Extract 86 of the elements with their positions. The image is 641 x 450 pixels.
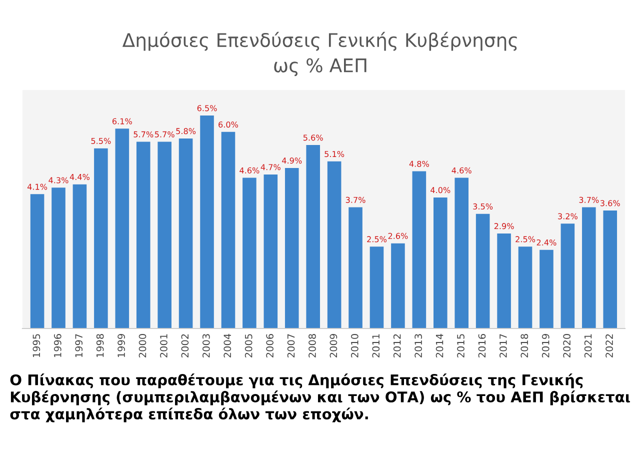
text: Ο Πίνακας που παραθέτουμε για τις Δημόσιες Επενδύσεις της Γενικής Κυβέρνησης (συμπεριλαμβανομένων και των ΟΤΑ) ως % του ΑΕΠ βρίσκεται στα χαμηλότερα επίπεδα όλων των εποχών. [10,374,630,422]
bar [518,246,532,328]
data-label: 4.7% [260,164,280,170]
data-label: 4.6% [452,167,472,174]
x-tick-label: 1996 [54,334,62,358]
x-tick-label: 2015 [457,334,464,358]
x-tick-label: 2006 [266,334,274,358]
data-label: 5.6% [303,134,323,141]
data-label: 6.1% [112,118,132,124]
data-label: 6.5% [197,105,217,112]
bar [30,194,44,328]
x-tick-label: 2007 [287,334,295,358]
x-tick-label: 2013 [414,334,422,358]
x-tick-label: 1995 [32,334,40,358]
data-label: 5.1% [324,150,344,158]
bar [72,184,87,328]
bar [94,148,108,328]
bar [560,224,575,328]
x-tick-label: 2008 [308,334,316,358]
data-label: 2.5% [367,236,387,242]
bar [582,207,596,328]
data-label: 4.4% [70,174,90,180]
x-tick-label: 2020 [563,334,571,358]
x-tick-label: 2011 [372,334,380,358]
x-tick-label: 2018 [520,334,528,358]
bar [370,246,384,328]
data-label: 3.2% [558,213,578,220]
x-tick-label: 1998 [96,334,104,358]
x-tick-label: 2004 [224,334,232,358]
data-label: 2.9% [494,223,514,230]
bar [391,243,405,328]
bar [158,142,172,328]
data-label: 5.7% [134,131,154,138]
data-label: 2.4% [536,239,556,246]
data-label: 3.7% [346,196,366,203]
x-tick-label: 2005 [244,334,252,358]
bar [178,138,193,328]
chart-title: Δημόσιες Επενδύσεις Γενικής Κυβέρνησης ως % ΑΕΠ [122,32,517,76]
data-label: 4.6% [240,167,260,174]
data-label: 6.0% [218,122,238,128]
data-label: 4.1% [27,184,48,190]
x-tick-label: 2022 [606,334,613,358]
x-tick-label: 2002 [181,334,189,358]
data-label: 5.7% [154,131,174,138]
data-label: 2.6% [388,232,408,239]
x-tick-label: 2000 [138,334,146,358]
data-label: 4.3% [48,177,68,184]
data-label: 3.5% [473,203,493,210]
data-label: 3.6% [600,200,620,206]
bar [115,128,130,328]
bar [348,207,362,328]
bar [264,174,278,328]
bar [242,178,256,328]
bar [306,145,320,328]
data-label: 2.5% [516,236,536,242]
data-label: 5.5% [91,138,111,144]
data-label: 5.8% [176,128,196,134]
bar [136,142,150,328]
data-label: 4.8% [409,160,429,167]
x-tick-label: 1997 [75,334,83,358]
bar [540,250,554,328]
x-tick-label: 2021 [584,334,592,358]
x-tick-label: 2010 [350,334,358,358]
x-tick-label: 2017 [500,334,507,358]
data-label: 4.9% [282,158,302,164]
data-label: 4.0% [430,187,450,194]
bar [434,197,448,328]
x-tick-label: 2003 [202,334,210,358]
bar [476,214,490,328]
x-tick-label: 2014 [436,334,444,358]
bar [221,132,236,328]
x-tick-label: 2009 [330,334,338,358]
bar [284,168,299,328]
bar [603,210,618,328]
bar [327,161,342,328]
x-tick-label: 1999 [118,334,125,358]
bar [412,171,426,328]
data-label: 3.7% [579,196,599,203]
x-tick-label: 2012 [393,334,401,358]
x-tick-label: 2016 [478,334,486,358]
bar [454,178,469,328]
bar [200,116,214,328]
bar [497,233,511,328]
x-tick-label: 2019 [542,334,550,358]
x-tick-label: 2001 [160,334,168,358]
bar [52,188,66,328]
